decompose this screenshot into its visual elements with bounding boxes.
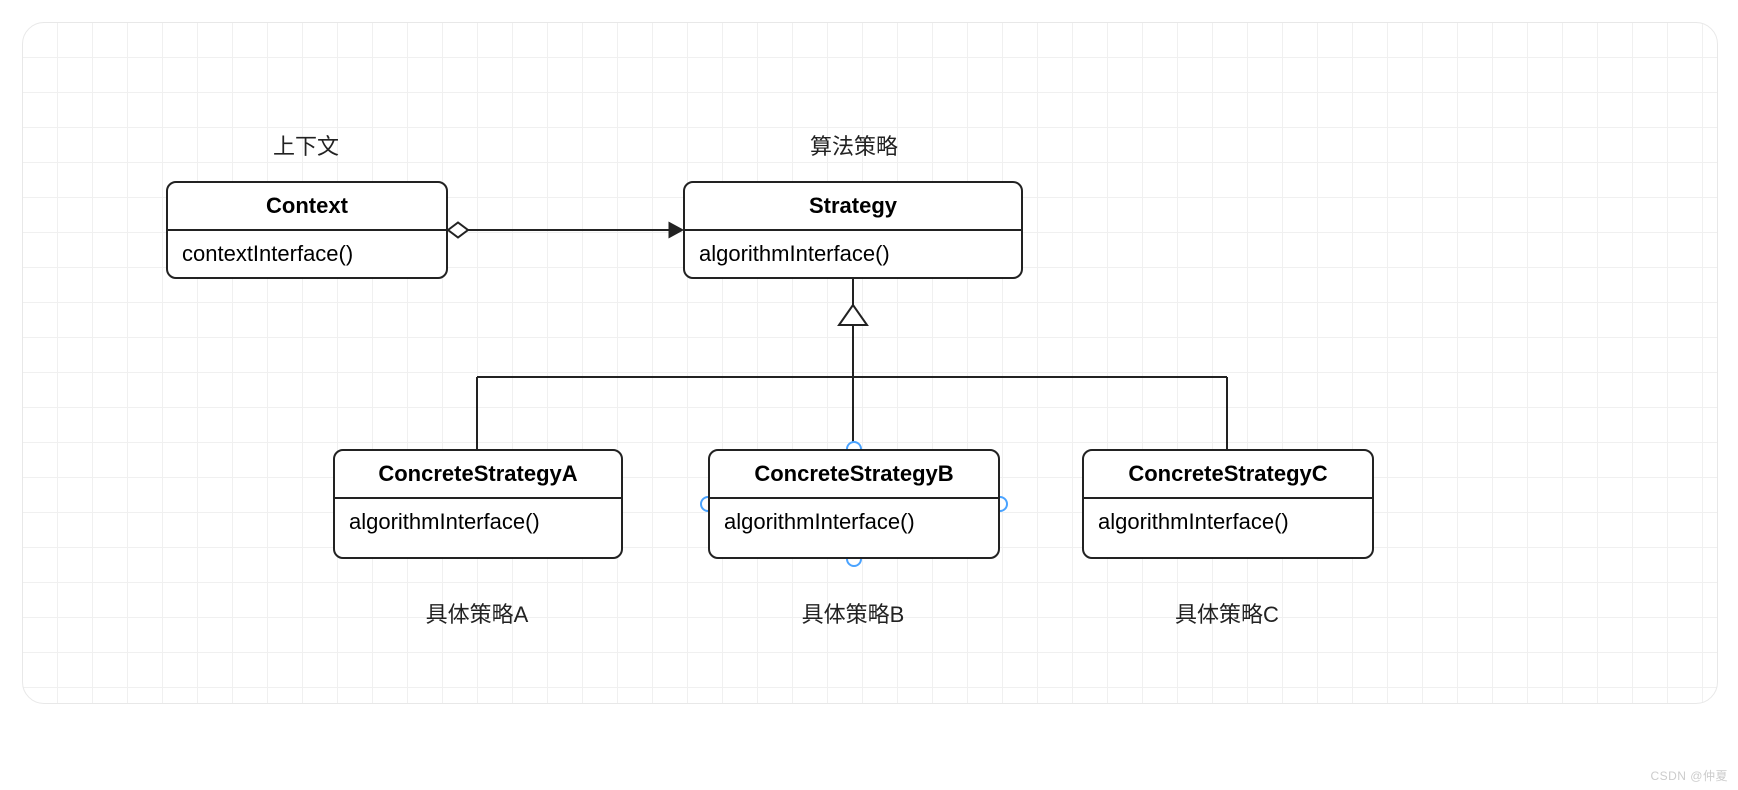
uml-class-concC[interactable]: ConcreteStrategyCalgorithmInterface() bbox=[1082, 449, 1374, 559]
uml-class-concB[interactable]: ConcreteStrategyBalgorithmInterface() bbox=[708, 449, 1000, 559]
uml-class-concA[interactable]: ConcreteStrategyAalgorithmInterface() bbox=[333, 449, 623, 559]
uml-class-title: Strategy bbox=[685, 183, 1021, 231]
diagram-frame: ContextcontextInterface()Strategyalgorit… bbox=[22, 22, 1718, 704]
label-strategy_label: 算法策略 bbox=[810, 129, 898, 161]
label-concA_label: 具体策略A bbox=[426, 597, 529, 629]
canvas: ContextcontextInterface()Strategyalgorit… bbox=[0, 0, 1738, 790]
uml-class-body: algorithmInterface() bbox=[1084, 499, 1372, 545]
uml-class-title: ConcreteStrategyB bbox=[710, 451, 998, 499]
uml-class-title: ConcreteStrategyC bbox=[1084, 451, 1372, 499]
label-concC_label: 具体策略C bbox=[1175, 597, 1279, 629]
label-concB_label: 具体策略B bbox=[802, 597, 905, 629]
uml-class-title: ConcreteStrategyA bbox=[335, 451, 621, 499]
uml-class-title: Context bbox=[168, 183, 446, 231]
uml-class-body: algorithmInterface() bbox=[335, 499, 621, 545]
uml-class-body: algorithmInterface() bbox=[685, 231, 1021, 277]
uml-class-strategy[interactable]: StrategyalgorithmInterface() bbox=[683, 181, 1023, 279]
uml-class-body: contextInterface() bbox=[168, 231, 446, 277]
uml-class-body: algorithmInterface() bbox=[710, 499, 998, 545]
uml-class-context[interactable]: ContextcontextInterface() bbox=[166, 181, 448, 279]
label-context_label: 上下文 bbox=[273, 129, 339, 161]
watermark: CSDN @仲夏 bbox=[1650, 767, 1728, 784]
